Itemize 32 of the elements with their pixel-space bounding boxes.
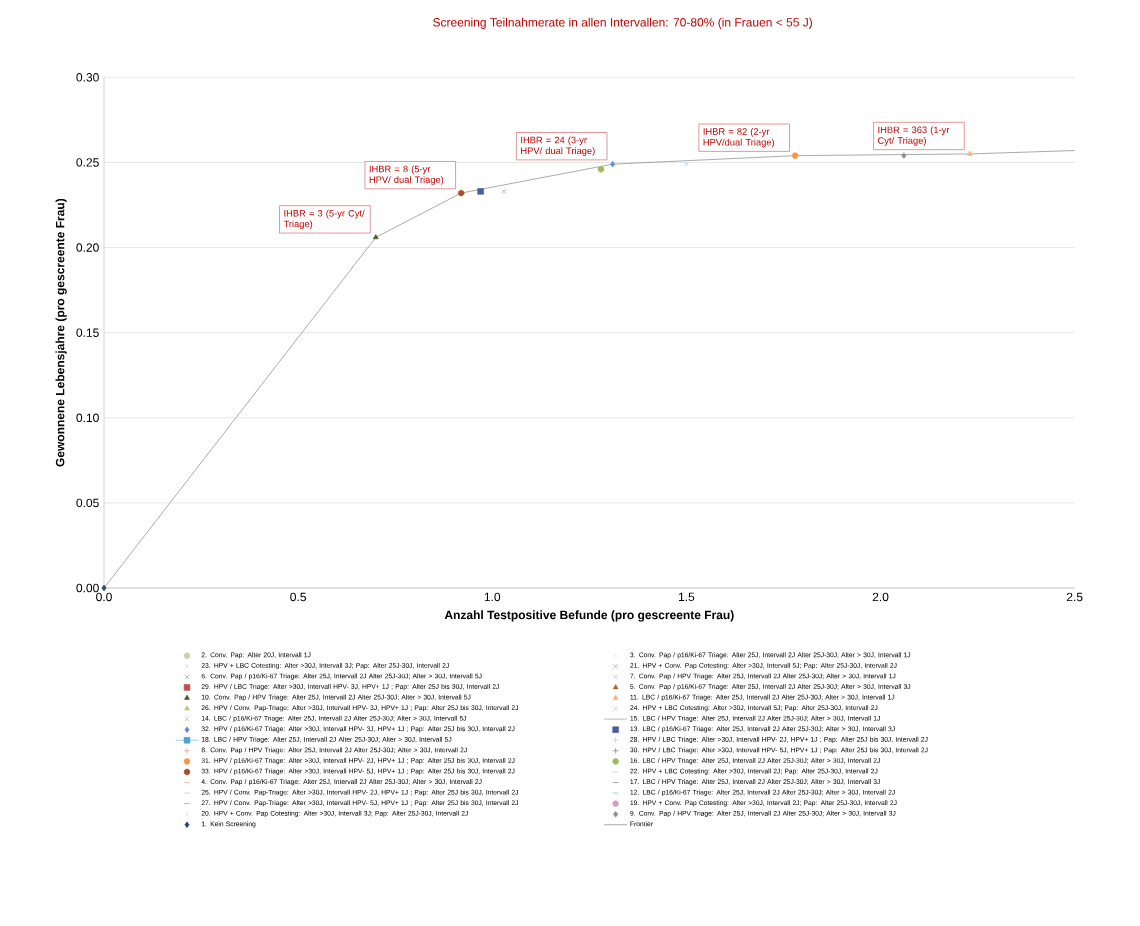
point [901,152,907,159]
y-tick-label: 0.25 [76,158,99,167]
y-tick-label: 0.30 [76,73,99,82]
annotation: IHBR = 82 (2-yr HPV/dual Triage) [703,128,775,148]
x-tick-label: 2.5 [1066,592,1083,602]
annotation: IHBR = 363 (1-yr Cyt/ Triage) [878,126,950,146]
x-tick-label: 1.0 [484,592,501,602]
point [967,150,973,156]
y-tick-label: 0.05 [76,498,99,508]
y-tick-label: 0.10 [76,413,99,423]
point [684,161,689,167]
x-tick-label: 1.5 [678,592,695,602]
annotation: IHBR = 8 (5-yr HPV/ dual Triage) [369,165,444,185]
annotation: IHBR = 3 (5-yr Cyt/ Triage) [283,209,365,230]
point [501,189,507,194]
y-tick-label: 0.20 [76,243,99,252]
point [101,584,107,592]
point [372,234,379,240]
y-tick-label: 0.00 [76,583,99,593]
x-tick-label: 0.5 [290,592,306,602]
point [458,189,465,197]
y-tick-label: 0.15 [76,328,99,337]
point [477,188,484,195]
chart-title: Screening Teilnahmerate in allen Intervallen: 70-80% (in Frauen < 55 J) [433,17,813,29]
x-tick-label: 2.0 [872,592,889,602]
point [597,166,605,173]
annotation: IHBR = 24 (3-yr HPV/ dual Triage) [521,136,595,156]
x-tick-label: 0.0 [96,592,112,602]
x-axis-title: Anzahl Testpositive Befunde (pro gescreente Frau) [444,610,734,622]
point [610,160,616,168]
point [791,152,799,159]
y-axis-title: Gewonnene Lebensjahre (pro gescreente Frau) [55,198,67,467]
